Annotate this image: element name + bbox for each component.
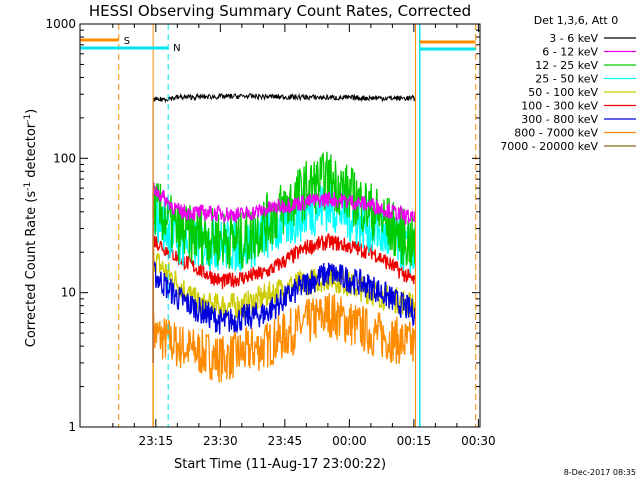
chart-title: HESSI Observing Summary Count Rates, Cor… xyxy=(89,2,471,20)
legend-label: 25 - 50 keV xyxy=(535,73,598,86)
y-axis-label-sup1: -1 xyxy=(23,182,33,191)
y-tick-label: 100 xyxy=(53,151,76,165)
series-line-7 xyxy=(152,293,417,427)
y-axis-label: Corrected Count Rate (s-1 detector-1) xyxy=(23,109,39,347)
x-tick-label: 00:30 xyxy=(461,434,496,448)
series-layer: SN xyxy=(80,24,477,427)
legend-label: 6 - 12 keV xyxy=(542,46,598,59)
y-tick-label: 1 xyxy=(68,420,76,434)
legend-label: 12 - 25 keV xyxy=(535,59,598,72)
timestamp: 8-Dec-2017 08:35 xyxy=(564,468,636,477)
series-line-1 xyxy=(152,182,417,363)
legend-label: 3 - 6 keV xyxy=(549,32,598,45)
legend-label: 50 - 100 keV xyxy=(528,86,598,99)
legend-title: Det 1,3,6, Att 0 xyxy=(534,14,618,27)
series-line-2 xyxy=(152,151,417,363)
axis-ticks: 23:15 23:30 23:45 00:00 00:15 00:30 1 10 100 1000 xyxy=(45,17,495,448)
x-tick-label: 23:30 xyxy=(203,434,238,448)
x-tick-label: 00:00 xyxy=(332,434,367,448)
x-axis-label: Start Time (11-Aug-17 23:00:22) xyxy=(174,457,386,472)
plot-border xyxy=(79,23,481,428)
x-tick-label: 23:15 xyxy=(139,434,174,448)
plot-frame xyxy=(79,23,481,428)
series-line-0 xyxy=(152,92,416,363)
legend-label: 100 - 300 keV xyxy=(521,100,598,113)
x-tick-label: 23:45 xyxy=(268,434,303,448)
series-line-5 xyxy=(152,233,417,363)
y-tick-label: 10 xyxy=(61,286,76,300)
y-axis-label-end: ) xyxy=(24,109,39,114)
y-tick-label: 1000 xyxy=(45,17,76,31)
n-marker-label: N xyxy=(173,43,180,54)
y-axis-label-sup2: -1 xyxy=(23,114,33,123)
legend-label: 7000 - 20000 keV xyxy=(500,140,598,153)
legend-label: 800 - 7000 keV xyxy=(514,127,598,140)
legend-label: 300 - 800 keV xyxy=(521,113,598,126)
y-axis-label-main: Corrected Count Rate (s xyxy=(24,191,39,348)
s-marker-label: S xyxy=(124,36,130,47)
x-tick-label: 00:15 xyxy=(397,434,432,448)
series-line-6 xyxy=(152,261,417,363)
y-axis-label-mid: detector xyxy=(24,122,39,182)
